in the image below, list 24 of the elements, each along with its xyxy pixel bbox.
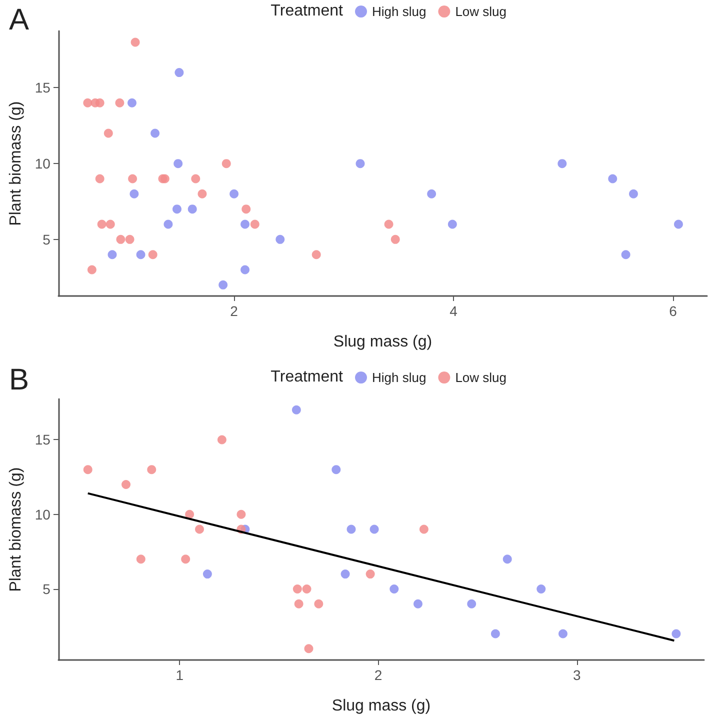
y-tick-label: 10 bbox=[34, 156, 51, 172]
x-tick-label: 2 bbox=[374, 667, 382, 683]
x-tick-label: 4 bbox=[450, 303, 458, 319]
x-tick-label: 3 bbox=[572, 667, 581, 683]
legend-label: High slug bbox=[372, 4, 426, 19]
legend-title: Treatment bbox=[270, 368, 344, 386]
legend-label: Low slug bbox=[455, 4, 507, 19]
x-tick-label: 1 bbox=[176, 667, 184, 683]
chart-title: A bbox=[9, 4, 30, 36]
y-tick-label: 5 bbox=[42, 231, 51, 248]
legend-label: Low slug bbox=[455, 370, 507, 385]
y-tick-label: 15 bbox=[34, 432, 51, 448]
chart-title: B bbox=[9, 364, 30, 396]
y-tick-label: 15 bbox=[34, 80, 51, 96]
x-axis-title: Slug mass (g) bbox=[333, 334, 432, 350]
legend-label: High slug bbox=[372, 370, 426, 385]
y-tick-label: 5 bbox=[42, 580, 51, 597]
legend-title: Treatment bbox=[270, 2, 344, 20]
x-tick-label: 2 bbox=[230, 303, 238, 319]
y-tick-label: 10 bbox=[34, 506, 51, 522]
x-tick-label: 6 bbox=[669, 303, 678, 319]
x-axis-title: Slug mass (g) bbox=[332, 698, 431, 714]
y-axis-title: Plant biomass (g) bbox=[8, 101, 24, 226]
y-axis-title: Plant biomass (g) bbox=[8, 467, 24, 592]
